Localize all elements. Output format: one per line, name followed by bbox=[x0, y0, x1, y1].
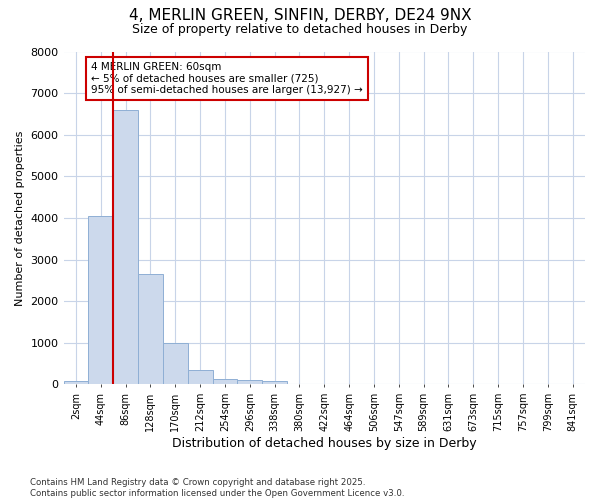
Bar bbox=[138, 274, 163, 384]
Text: Size of property relative to detached houses in Derby: Size of property relative to detached ho… bbox=[133, 22, 467, 36]
Text: Contains HM Land Registry data © Crown copyright and database right 2025.
Contai: Contains HM Land Registry data © Crown c… bbox=[30, 478, 404, 498]
Bar bbox=[238, 380, 262, 384]
Bar bbox=[212, 380, 238, 384]
Bar bbox=[188, 370, 212, 384]
Bar bbox=[163, 342, 188, 384]
Text: 4 MERLIN GREEN: 60sqm
← 5% of detached houses are smaller (725)
95% of semi-deta: 4 MERLIN GREEN: 60sqm ← 5% of detached h… bbox=[91, 62, 362, 95]
Bar bbox=[88, 216, 113, 384]
Bar bbox=[262, 382, 287, 384]
Bar bbox=[64, 382, 88, 384]
Bar bbox=[113, 110, 138, 384]
Y-axis label: Number of detached properties: Number of detached properties bbox=[15, 130, 25, 306]
Text: 4, MERLIN GREEN, SINFIN, DERBY, DE24 9NX: 4, MERLIN GREEN, SINFIN, DERBY, DE24 9NX bbox=[128, 8, 472, 22]
X-axis label: Distribution of detached houses by size in Derby: Distribution of detached houses by size … bbox=[172, 437, 476, 450]
